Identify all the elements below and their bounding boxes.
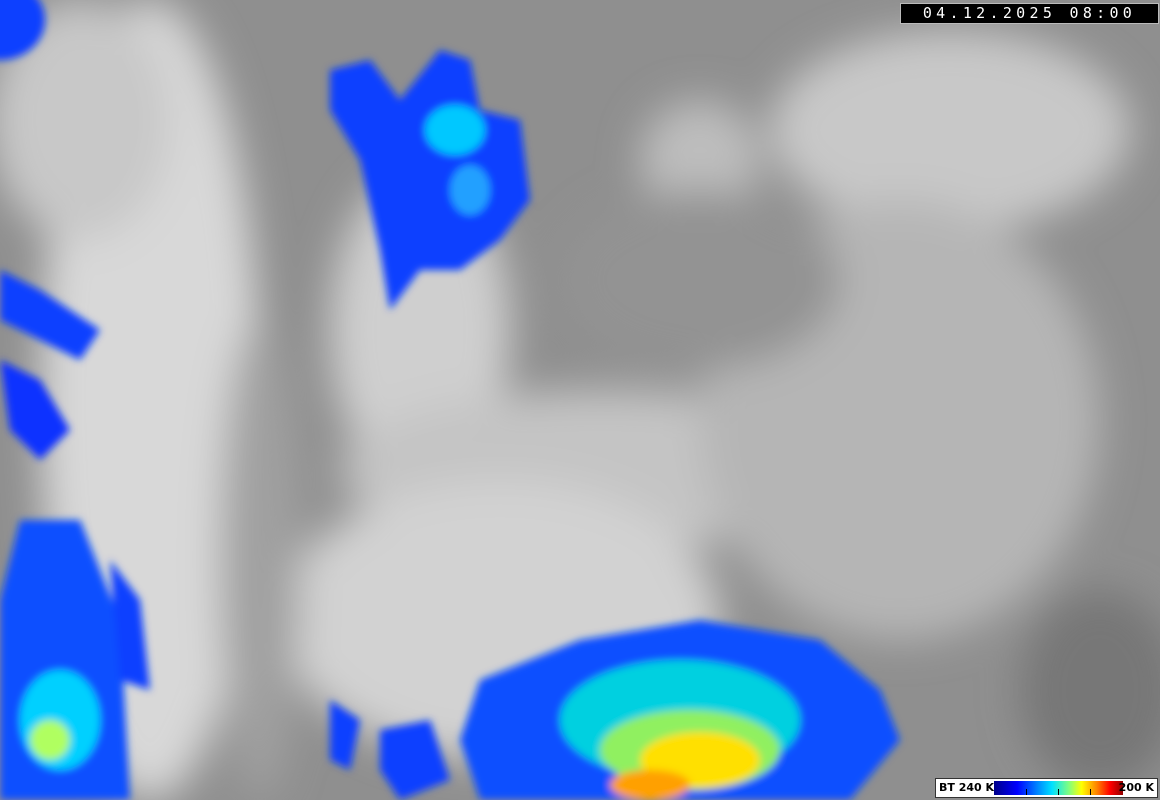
legend-color-bar	[994, 781, 1123, 795]
legend-tick	[1090, 789, 1091, 795]
color-scale-legend: BT 240 K 200 K	[935, 778, 1158, 798]
legend-tick	[1026, 789, 1027, 795]
legend-tick	[1058, 789, 1059, 795]
timestamp-label: 04.12.2025 08:00	[900, 3, 1159, 24]
legend-low-label: BT 240 K	[939, 781, 995, 794]
legend-high-label: 200 K	[1118, 781, 1154, 794]
cold-cloud-tops	[0, 0, 900, 800]
